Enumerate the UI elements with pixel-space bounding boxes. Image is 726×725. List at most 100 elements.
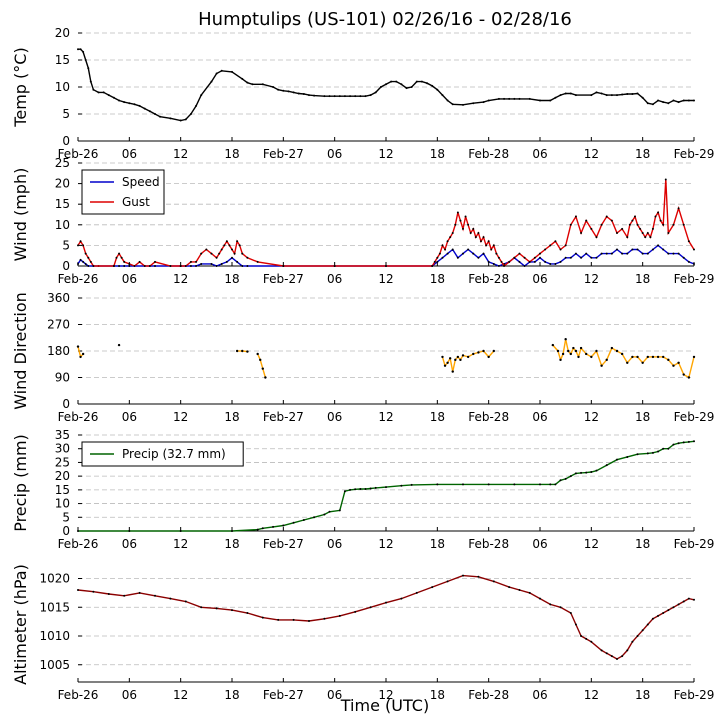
- data-point: [693, 598, 695, 601]
- data-point: [682, 223, 685, 226]
- data-point: [195, 260, 198, 263]
- data-point: [462, 252, 464, 255]
- data-point: [595, 236, 598, 239]
- data-point: [464, 215, 467, 218]
- data-point: [469, 232, 472, 235]
- direction-segment: [552, 344, 559, 352]
- x-tick-label: Feb-26: [58, 537, 99, 551]
- data-point: [497, 265, 500, 267]
- x-tick-label: 18: [224, 537, 239, 551]
- data-point: [364, 488, 367, 491]
- data-point: [605, 358, 608, 362]
- x-tick-label: 06: [532, 537, 547, 551]
- data-point: [118, 265, 121, 267]
- data-point: [220, 262, 223, 265]
- data-point: [492, 349, 495, 353]
- data-point: [308, 94, 310, 97]
- data-point: [692, 355, 696, 359]
- data-point: [456, 211, 459, 214]
- data-point: [654, 215, 657, 218]
- data-point: [574, 623, 577, 626]
- data-point: [503, 265, 506, 267]
- data-point: [662, 612, 665, 614]
- data-point: [477, 256, 480, 259]
- x-tick-label: Feb-27: [263, 537, 304, 551]
- data-point: [657, 244, 660, 247]
- data-point: [605, 652, 608, 655]
- y-tick-label: 5: [62, 238, 70, 252]
- data-point: [672, 364, 675, 367]
- data-point: [308, 620, 310, 623]
- data-point: [179, 265, 182, 267]
- data-point: [590, 94, 593, 97]
- data-point: [503, 97, 506, 100]
- data-point: [667, 609, 670, 612]
- data-point: [323, 95, 326, 98]
- data-point: [128, 102, 131, 105]
- x-tick-label: 12: [173, 272, 188, 286]
- data-point: [559, 248, 562, 251]
- x-tick-label: Feb-27: [263, 147, 304, 161]
- data-point: [159, 115, 162, 118]
- data-point: [200, 94, 203, 97]
- data-point: [651, 355, 655, 359]
- data-point: [467, 248, 470, 251]
- data-point: [117, 343, 121, 347]
- data-point: [651, 103, 654, 106]
- data-point: [385, 486, 387, 489]
- data-point: [662, 355, 665, 359]
- data-point: [354, 488, 357, 491]
- y-axis-label: Wind (mph): [11, 168, 30, 262]
- data-point: [646, 623, 649, 626]
- data-point: [682, 441, 685, 444]
- data-point: [559, 260, 562, 263]
- x-tick-label: 18: [430, 537, 445, 551]
- data-point: [472, 352, 475, 356]
- data-point: [651, 248, 654, 251]
- y-tick-label: 20: [55, 26, 70, 40]
- panel-temp: 0 5 10 15 20 Temp (°C) Feb-26 06 12 18 Feb-27 06 12 1…: [11, 26, 714, 161]
- data-point: [359, 95, 362, 98]
- data-point: [687, 99, 690, 102]
- data-point: [513, 256, 516, 259]
- direction-segment: [488, 350, 495, 358]
- data-point: [338, 95, 341, 98]
- data-point: [662, 248, 665, 251]
- data-point: [600, 252, 603, 255]
- data-point: [438, 252, 441, 255]
- data-point: [626, 93, 629, 96]
- data-point: [626, 455, 629, 458]
- data-point: [518, 589, 521, 591]
- data-point: [81, 352, 85, 356]
- data-point: [282, 89, 285, 92]
- data-point: [431, 265, 434, 267]
- x-tick-label: 06: [122, 410, 137, 424]
- data-point: [128, 265, 131, 267]
- data-point: [454, 223, 457, 226]
- data-point: [441, 355, 444, 359]
- data-point: [282, 265, 285, 267]
- data-point: [292, 618, 295, 621]
- y-tick-label: 0: [62, 397, 70, 411]
- data-point: [359, 488, 362, 491]
- data-point: [472, 227, 475, 230]
- data-point: [338, 509, 341, 512]
- data-point: [179, 119, 182, 122]
- data-point: [328, 510, 331, 513]
- data-point: [508, 260, 511, 263]
- data-point: [513, 97, 516, 100]
- data-point: [646, 452, 649, 455]
- data-point: [508, 586, 511, 589]
- y-tick-label: 20: [55, 177, 70, 191]
- data-point: [451, 370, 454, 373]
- data-point: [544, 248, 547, 251]
- data-point: [590, 256, 593, 259]
- data-point: [482, 349, 485, 353]
- y-tick-label: 10: [55, 497, 70, 511]
- data-point: [580, 232, 583, 235]
- x-tick-label: Feb-29: [674, 688, 715, 702]
- data-point: [107, 593, 110, 596]
- data-point: [651, 617, 654, 620]
- data-point: [333, 95, 336, 98]
- data-point: [256, 528, 259, 531]
